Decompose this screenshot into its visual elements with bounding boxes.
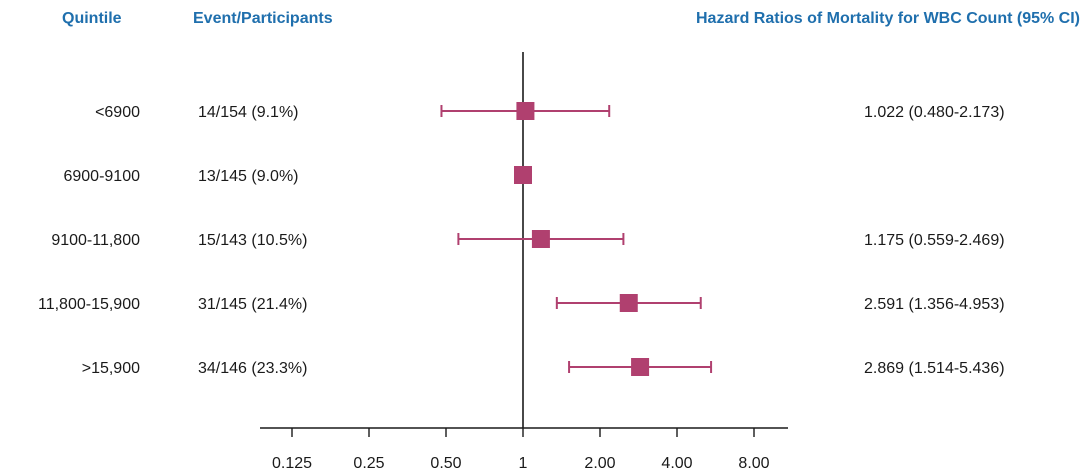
hazard-ratio-marker xyxy=(619,294,638,312)
quintile-label: 9100-11,800 xyxy=(51,232,140,249)
x-tick-label: 8.00 xyxy=(738,455,769,472)
hazard-ratio-marker xyxy=(516,102,535,120)
x-tick-label: 0.125 xyxy=(272,455,312,472)
events-header: Event/Participants xyxy=(193,10,333,27)
events-label: 15/143 (10.5%) xyxy=(198,232,307,249)
events-label: 14/154 (9.1%) xyxy=(198,104,299,121)
quintile-label: <6900 xyxy=(95,104,140,121)
hazard-ratio-value: 1.022 (0.480-2.173) xyxy=(864,104,1005,121)
hazard-ratio-marker xyxy=(514,166,532,184)
x-tick-label: 0.50 xyxy=(430,455,461,472)
quintile-header: Quintile xyxy=(62,10,122,27)
x-tick-label: 0.25 xyxy=(353,455,384,472)
quintile-label: 6900-9100 xyxy=(63,168,140,185)
events-label: 31/145 (21.4%) xyxy=(198,296,307,313)
hazard-ratio-marker xyxy=(631,358,650,376)
hazard-ratio-value: 2.591 (1.356-4.953) xyxy=(864,296,1005,313)
events-label: 34/146 (23.3%) xyxy=(198,360,307,377)
hazard-ratio-marker xyxy=(531,230,550,248)
hazard-ratio-header: Hazard Ratios of Mortality for WBC Count… xyxy=(695,10,1080,27)
hazard-ratio-value: 2.869 (1.514-5.436) xyxy=(864,360,1005,377)
quintile-label: >15,900 xyxy=(82,360,140,377)
x-tick-label: 1 xyxy=(519,455,528,472)
x-tick-label: 2.00 xyxy=(584,455,615,472)
events-label: 13/145 (9.0%) xyxy=(198,168,299,185)
quintile-label: 11,800-15,900 xyxy=(38,296,140,313)
hazard-ratio-value: 1.175 (0.559-2.469) xyxy=(864,232,1005,249)
x-tick-label: 4.00 xyxy=(661,455,692,472)
